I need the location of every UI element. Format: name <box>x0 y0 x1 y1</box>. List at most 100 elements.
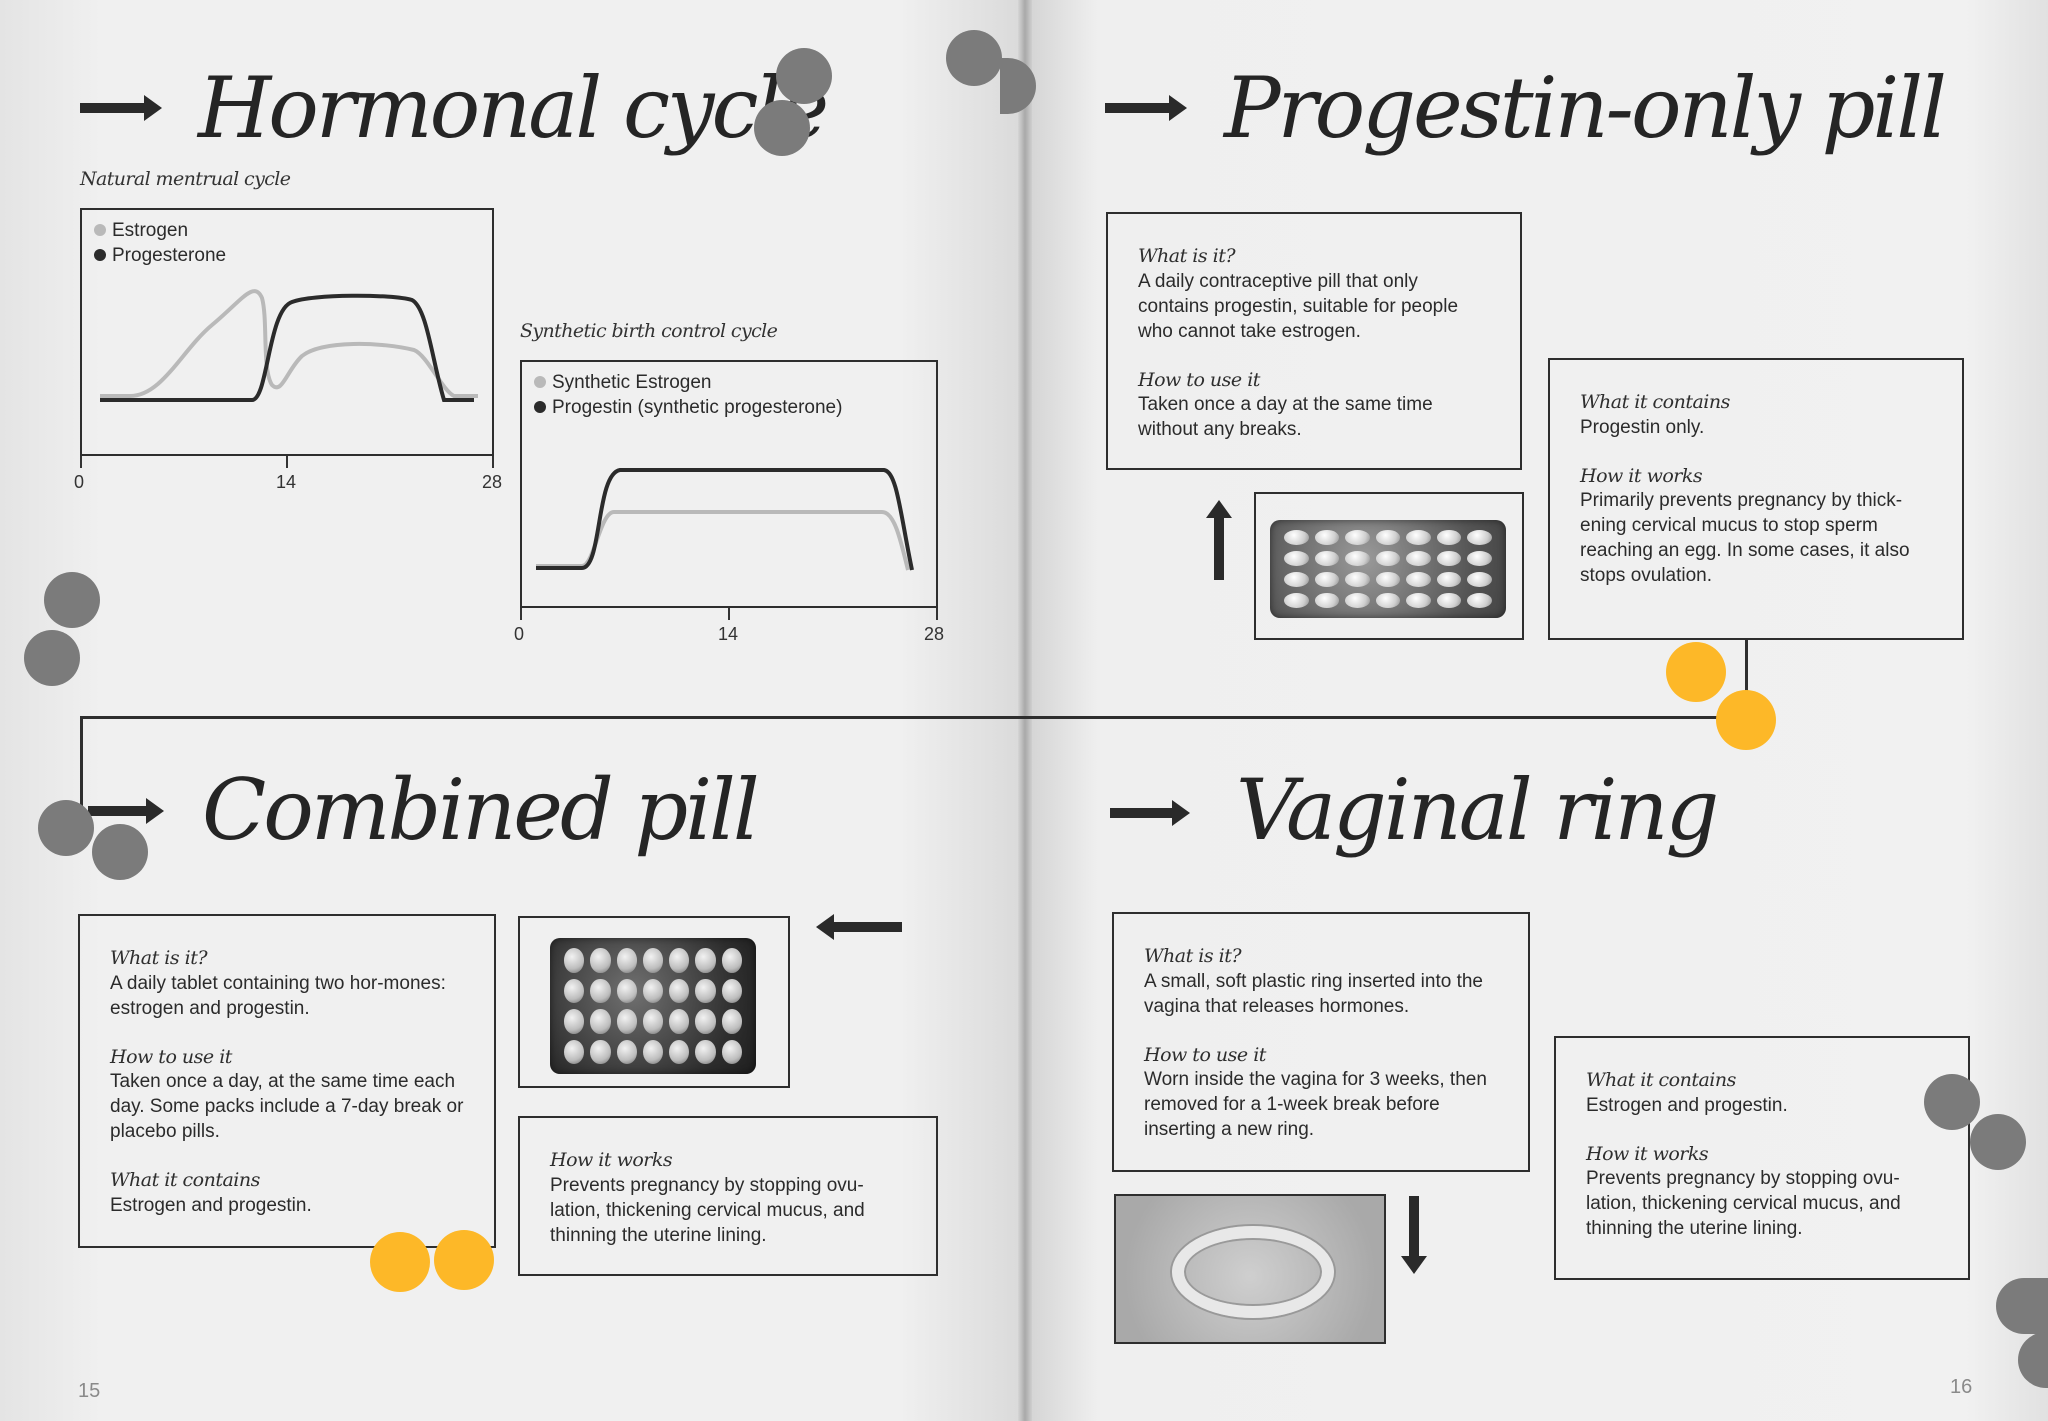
tickmark <box>936 608 938 620</box>
decorative-grey-circle <box>92 824 148 880</box>
synthetic-cycle-curves <box>536 468 914 571</box>
arrow-right-icon <box>88 798 164 824</box>
tick-label: 0 <box>514 624 525 644</box>
book-gutter <box>1018 0 1032 1421</box>
tick-label: 14 <box>718 624 739 644</box>
tick-label: 28 <box>924 624 945 644</box>
right-page <box>1026 0 2048 1421</box>
section-title-combined-pill: Combined pill <box>202 761 760 859</box>
tickmark <box>520 608 522 620</box>
heading-how-it-works: How it works <box>550 1149 673 1171</box>
text-how-to-use-it: Taken once a day at the same time withou… <box>1138 394 1433 441</box>
heading-what-is-it: What is it? <box>110 947 208 969</box>
heading-how-to-use-it: How to use it <box>1138 368 1260 391</box>
decorative-yellow-circle <box>370 1232 430 1292</box>
decorative-grey-circle <box>24 630 80 686</box>
legend-item-progesterone: Progesterone <box>94 243 226 268</box>
text-how-to-use-it: Taken once a day, at the same time each … <box>110 1071 464 1143</box>
decorative-grey-circle <box>1970 1114 2026 1170</box>
heading-what-it-contains: What it contains <box>110 1169 260 1192</box>
heading-how-to-use-it: How to use it <box>110 1045 232 1068</box>
legend-item-estrogen: Estrogen <box>94 218 226 243</box>
heading-what-it-contains: What it contains <box>1586 1069 1736 1091</box>
heading-how-to-use-it: How to use it <box>1144 1043 1266 1066</box>
combined-what-is-it-box: What is it? A daily tablet containing tw… <box>78 914 496 1248</box>
arrow-left-icon <box>816 914 902 940</box>
synthetic-cycle-caption: Synthetic birth control cycle <box>520 320 778 342</box>
progestin-what-is-it-box: What is it? A daily contraceptive pill t… <box>1106 212 1522 470</box>
ring-contains-box: What it contains Estrogen and progestin.… <box>1554 1036 1970 1280</box>
tick-label: 28 <box>482 472 503 492</box>
decorative-grey-circle <box>1996 1278 2048 1334</box>
natural-cycle-legend: Estrogen Progesterone <box>94 218 226 268</box>
combined-pill-photo-frame <box>518 916 790 1088</box>
legend-item-synthetic-estrogen: Synthetic Estrogen <box>534 370 842 395</box>
tick-label: 14 <box>276 472 297 492</box>
natural-cycle-curves <box>100 289 478 402</box>
text-what-is-it: A daily tablet containing two hor-mones:… <box>110 972 446 1019</box>
text-how-it-works: Prevents pregnancy by stopping ovu-latio… <box>550 1174 865 1246</box>
progestin-curve <box>536 468 914 571</box>
page-number-right: 16 <box>1950 1376 1973 1398</box>
decorative-yellow-circle <box>1716 690 1776 750</box>
synthetic-cycle-legend: Synthetic Estrogen Progestin (synthetic … <box>534 370 842 420</box>
arrow-down-icon <box>1401 1196 1427 1274</box>
connector-line-right-vertical <box>1745 638 1748 718</box>
progestin-pill-photo-frame <box>1254 492 1524 640</box>
heading-how-it-works: How it works <box>1586 1142 1709 1165</box>
arrow-right-icon <box>1105 95 1187 121</box>
progestin-pill-pack-image <box>1270 520 1506 618</box>
tickmark <box>728 608 730 620</box>
estrogen-dot-icon <box>94 224 106 236</box>
left-page <box>0 0 1022 1421</box>
text-what-it-contains: Estrogen and progestin. <box>1586 1094 1788 1116</box>
connector-line-left-vertical <box>80 716 83 806</box>
text-how-it-works: Prevents pregnancy by stopping ovu-latio… <box>1586 1168 1901 1240</box>
progesterone-curve <box>100 293 474 402</box>
progestin-dot-icon <box>534 401 546 413</box>
natural-cycle-caption: Natural mentrual cycle <box>80 168 291 190</box>
ring-image <box>1172 1226 1334 1318</box>
tickmark <box>286 456 288 468</box>
progesterone-dot-icon <box>94 249 106 261</box>
vaginal-ring-photo <box>1114 1194 1386 1344</box>
section-title-hormonal-cycle: Hormonal cycle <box>198 59 829 157</box>
ring-what-is-it-box: What is it? A small, soft plastic ring i… <box>1112 912 1530 1172</box>
tickmark <box>492 456 494 468</box>
decorative-grey-circle <box>776 48 832 104</box>
heading-what-is-it: What is it? <box>1144 945 1242 967</box>
decorative-grey-circle <box>754 100 810 156</box>
decorative-grey-circle <box>1924 1074 1980 1130</box>
arrow-right-icon <box>80 95 162 121</box>
arrow-right-icon <box>1110 800 1190 826</box>
tickmark <box>80 456 82 468</box>
decorative-grey-circle <box>946 30 1002 86</box>
progestin-contains-box: What it contains Progestin only. How it … <box>1548 358 1964 640</box>
decorative-grey-circle <box>44 572 100 628</box>
heading-what-it-contains: What it contains <box>1580 391 1730 413</box>
text-what-is-it: A small, soft plastic ring inserted into… <box>1144 970 1483 1017</box>
tick-label: 0 <box>74 472 85 492</box>
text-what-is-it: A daily contraceptive pill that only con… <box>1138 270 1459 342</box>
section-title-vaginal-ring: Vaginal ring <box>1236 761 1719 859</box>
text-how-to-use-it: Worn inside the vagina for 3 weeks, then… <box>1144 1069 1487 1141</box>
heading-what-is-it: What is it? <box>1138 245 1236 267</box>
estrogen-curve <box>100 289 478 398</box>
synthetic-cycle-chart: Synthetic Estrogen Progestin (synthetic … <box>520 360 938 608</box>
connector-line-horizontal <box>80 716 1748 719</box>
text-how-it-works: Primarily prevents pregnancy by thick-en… <box>1580 490 1910 587</box>
combined-how-it-works-box: How it works Prevents pregnancy by stopp… <box>518 1116 938 1276</box>
text-what-it-contains: Progestin only. <box>1580 416 1705 438</box>
decorative-yellow-circle <box>434 1230 494 1290</box>
legend-item-progestin: Progestin (synthetic progesterone) <box>534 395 842 420</box>
section-title-progestin-only-pill: Progestin-only pill <box>1224 59 1947 157</box>
combined-pill-pack-image <box>550 938 756 1074</box>
heading-how-it-works: How it works <box>1580 464 1703 487</box>
arrow-up-icon <box>1206 500 1232 580</box>
decorative-grey-circle <box>38 800 94 856</box>
natural-cycle-chart: Estrogen Progesterone <box>80 208 494 456</box>
synthetic-estrogen-dot-icon <box>534 376 546 388</box>
page-number-left: 15 <box>78 1380 101 1402</box>
decorative-yellow-circle <box>1666 642 1726 702</box>
